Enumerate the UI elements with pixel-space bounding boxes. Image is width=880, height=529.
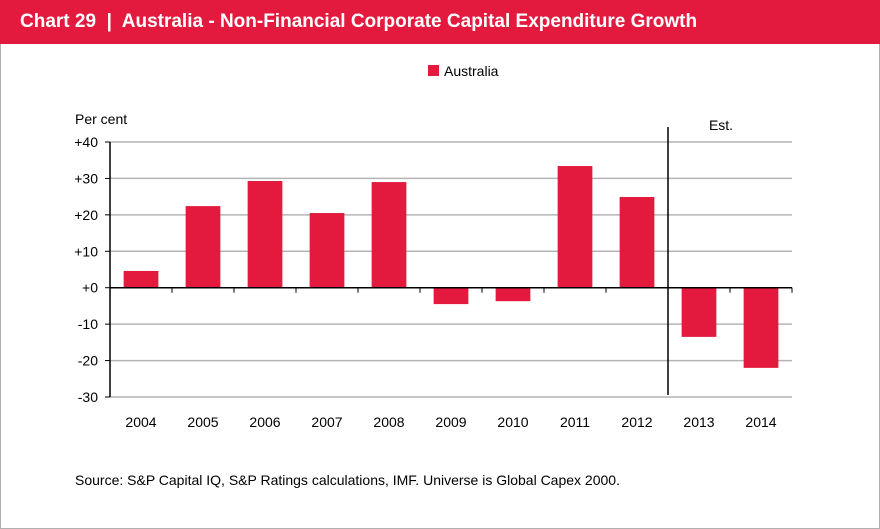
bar-2008 [371,182,407,288]
y-tick-label: +0 [82,280,98,296]
x-tick-label: 2009 [435,414,466,430]
bar-2007 [309,213,345,288]
y-axis-label: Per cent [75,111,127,127]
y-tick-label: -10 [78,316,98,332]
chart-header: Chart 29 | Australia - Non-Financial Cor… [0,0,880,44]
x-tick-label: 2012 [621,414,652,430]
x-tick-label: 2007 [311,414,342,430]
x-tick-label: 2008 [373,414,404,430]
bar-2005 [185,206,221,288]
bar-2012 [619,197,655,288]
x-tick-label: 2011 [560,414,590,430]
bar-2011 [557,166,593,288]
bar-2009 [433,287,469,305]
x-tick-label: 2004 [125,414,156,430]
chart-title: Chart 29 | Australia - Non-Financial Cor… [20,11,698,32]
x-tick-label: 2006 [249,414,280,430]
x-tick-label: 2013 [683,414,714,430]
estimate-label: Est. [709,117,733,133]
bar-2006 [247,180,283,288]
y-tick-label: -20 [78,353,98,369]
x-tick-label: 2014 [745,414,776,430]
y-tick-label: +40 [74,134,98,150]
bar-2014 [743,287,779,368]
legend-swatch [428,65,439,76]
y-tick-label: -30 [78,389,98,405]
bar-2013 [681,287,717,337]
x-tick-label: 2005 [187,414,218,430]
x-tick-label: 2010 [497,414,528,430]
y-tick-label: +20 [74,207,98,223]
y-tick-label: +30 [74,170,98,186]
bar-2004 [123,270,159,288]
bar-2010 [495,287,531,302]
legend-label: Australia [444,63,499,79]
source-note: Source: S&P Capital IQ, S&P Ratings calc… [75,472,620,488]
y-tick-label: +10 [74,243,98,259]
